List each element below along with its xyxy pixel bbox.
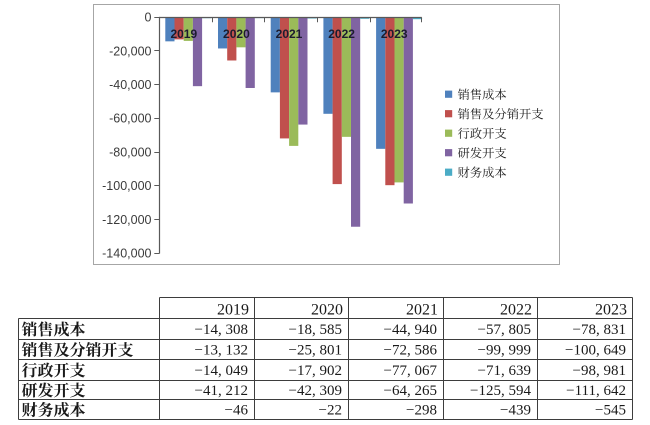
svg-text:-80,000: -80,000 <box>109 145 151 159</box>
svg-text:−77, 067: −77, 067 <box>384 363 438 379</box>
svg-text:−99, 999: −99, 999 <box>478 343 531 359</box>
svg-text:−98, 981: −98, 981 <box>573 363 626 379</box>
svg-text:−71, 639: −71, 639 <box>478 363 531 379</box>
svg-text:−100, 649: −100, 649 <box>565 343 626 359</box>
svg-text:−46: −46 <box>225 403 249 419</box>
svg-text:−41, 212: −41, 212 <box>195 383 248 399</box>
svg-text:−298: −298 <box>406 403 437 419</box>
svg-text:−439: −439 <box>500 403 531 419</box>
svg-text:2023: 2023 <box>595 302 627 319</box>
svg-text:−17, 902: −17, 902 <box>289 363 342 379</box>
svg-text:−42, 309: −42, 309 <box>289 383 342 399</box>
svg-text:−72, 586: −72, 586 <box>384 343 438 359</box>
svg-text:−14, 308: −14, 308 <box>195 322 248 338</box>
svg-text:−125, 594: −125, 594 <box>470 383 531 399</box>
svg-text:0: 0 <box>145 11 152 25</box>
svg-text:−57, 805: −57, 805 <box>478 322 531 338</box>
svg-text:−25, 801: −25, 801 <box>289 343 342 359</box>
svg-text:−22: −22 <box>319 403 342 419</box>
svg-text:2019: 2019 <box>170 27 197 41</box>
svg-text:-60,000: -60,000 <box>109 112 151 126</box>
svg-text:2022: 2022 <box>328 27 355 41</box>
svg-text:2021: 2021 <box>276 27 303 41</box>
svg-text:-100,000: -100,000 <box>102 179 151 193</box>
svg-text:−78, 831: −78, 831 <box>573 322 626 338</box>
svg-text:2023: 2023 <box>381 27 408 41</box>
svg-text:-140,000: -140,000 <box>102 247 151 261</box>
svg-text:−18, 585: −18, 585 <box>289 322 342 338</box>
svg-text:2019: 2019 <box>217 302 249 319</box>
svg-text:2020: 2020 <box>311 302 343 319</box>
svg-text:−44, 940: −44, 940 <box>384 322 437 338</box>
svg-text:-40,000: -40,000 <box>109 78 151 92</box>
svg-text:-120,000: -120,000 <box>102 213 151 227</box>
svg-text:2020: 2020 <box>223 27 250 41</box>
svg-text:−111, 642: −111, 642 <box>566 383 626 399</box>
svg-text:2022: 2022 <box>500 302 532 319</box>
svg-text:−545: −545 <box>595 403 626 419</box>
svg-text:2021: 2021 <box>406 302 438 319</box>
svg-text:−64, 265: −64, 265 <box>384 383 437 399</box>
svg-text:−13, 132: −13, 132 <box>195 343 248 359</box>
svg-text:−14, 049: −14, 049 <box>195 363 248 379</box>
svg-text:-20,000: -20,000 <box>109 44 151 58</box>
